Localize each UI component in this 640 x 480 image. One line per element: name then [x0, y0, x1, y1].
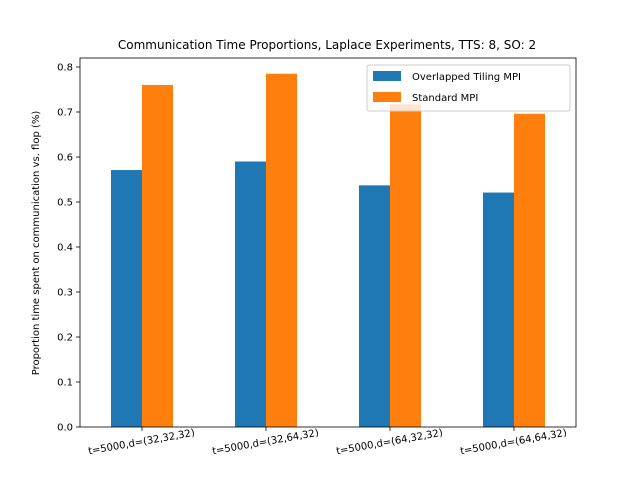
- legend-box: [366, 64, 571, 112]
- legend-swatch: [373, 71, 401, 81]
- bar-overlapped-tiling-mpi-3: [359, 185, 390, 427]
- bar-standard-mpi-4: [514, 113, 545, 428]
- y-tick-label: 0.6: [57, 153, 73, 164]
- bar-standard-mpi-2: [266, 73, 297, 427]
- plot-frame: [79, 57, 577, 428]
- x-tick-label: t=5000,d=(32,32,32): [87, 428, 195, 458]
- y-tick-label: 0.1: [57, 378, 73, 389]
- bar-standard-mpi-1: [142, 85, 173, 427]
- legend-label: Overlapped Tiling MPI: [412, 72, 521, 83]
- y-tick-label: 0.8: [57, 63, 73, 74]
- y-tick-label: 0.0: [57, 423, 73, 434]
- legend: Overlapped Tiling MPI Standard MPI: [366, 64, 571, 112]
- y-tick-label: 0.3: [57, 288, 73, 299]
- chart-title: Communication Time Proportions, Laplace …: [118, 38, 536, 52]
- x-tick-label: t=5000,d=(64,64,32): [459, 428, 567, 458]
- y-axis-label: Proportion time spent on communication v…: [31, 111, 42, 376]
- y-tick-label: 0.2: [57, 333, 73, 344]
- plot-area: t=5000,d=(32,32,32) t=5000,d=(32,64,32) t=…: [57, 57, 577, 458]
- x-tick-label: t=5000,d=(64,32,32): [335, 428, 443, 458]
- legend-swatch: [373, 92, 401, 102]
- bar-overlapped-tiling-mpi-1: [111, 170, 142, 428]
- legend-label: Standard MPI: [412, 93, 478, 104]
- y-tick-label: 0.7: [57, 108, 73, 119]
- bar-overlapped-tiling-mpi-4: [483, 192, 514, 427]
- y-tick-label: 0.5: [57, 198, 73, 209]
- bar-overlapped-tiling-mpi-2: [235, 161, 266, 427]
- y-tick-label: 0.4: [57, 243, 73, 254]
- x-tick-label: t=5000,d=(32,64,32): [211, 428, 319, 458]
- bar-standard-mpi-3: [390, 104, 421, 427]
